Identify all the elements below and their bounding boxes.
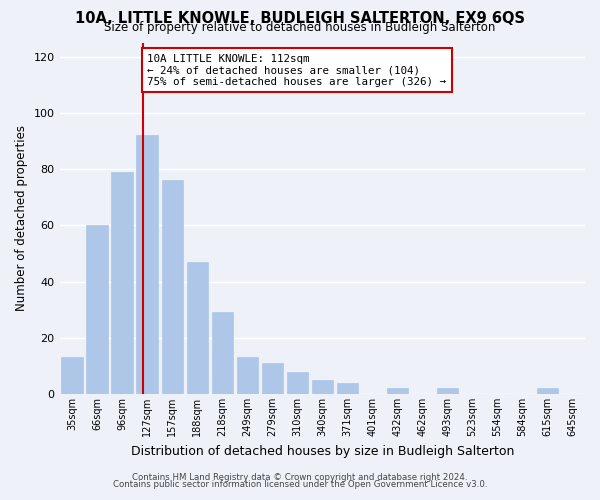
Text: 10A LITTLE KNOWLE: 112sqm
← 24% of detached houses are smaller (104)
75% of semi: 10A LITTLE KNOWLE: 112sqm ← 24% of detac… <box>147 54 446 87</box>
Bar <box>187 262 208 394</box>
Text: Size of property relative to detached houses in Budleigh Salterton: Size of property relative to detached ho… <box>104 22 496 35</box>
X-axis label: Distribution of detached houses by size in Budleigh Salterton: Distribution of detached houses by size … <box>131 444 514 458</box>
Bar <box>537 388 558 394</box>
Bar <box>136 136 158 394</box>
Bar <box>86 226 108 394</box>
Bar <box>387 388 408 394</box>
Bar <box>311 380 333 394</box>
Text: 10A, LITTLE KNOWLE, BUDLEIGH SALTERTON, EX9 6QS: 10A, LITTLE KNOWLE, BUDLEIGH SALTERTON, … <box>75 11 525 26</box>
Bar <box>236 358 258 394</box>
Bar <box>61 358 83 394</box>
Bar <box>337 383 358 394</box>
Bar <box>161 180 183 394</box>
Bar <box>262 363 283 394</box>
Text: Contains public sector information licensed under the Open Government Licence v3: Contains public sector information licen… <box>113 480 487 489</box>
Bar <box>437 388 458 394</box>
Bar <box>112 172 133 394</box>
Text: Contains HM Land Registry data © Crown copyright and database right 2024.: Contains HM Land Registry data © Crown c… <box>132 473 468 482</box>
Bar <box>212 312 233 394</box>
Bar <box>287 372 308 394</box>
Y-axis label: Number of detached properties: Number of detached properties <box>15 126 28 312</box>
